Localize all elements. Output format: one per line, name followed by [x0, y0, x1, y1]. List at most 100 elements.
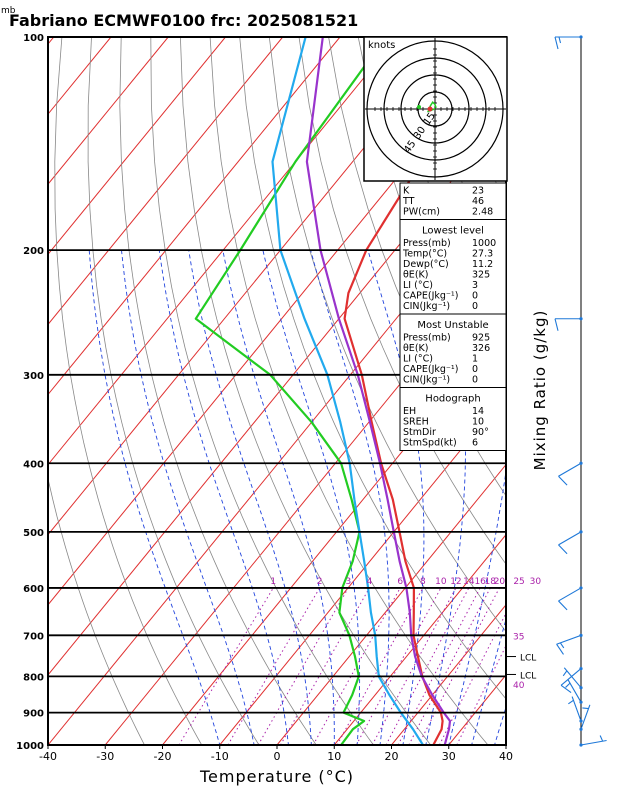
- wind-barb-dot: [579, 686, 583, 690]
- wind-barb: [554, 35, 583, 50]
- pressure-level-label: 400: [23, 459, 44, 470]
- wind-barb-half-flag: [558, 36, 562, 44]
- wind-barb-shaft: [560, 668, 582, 686]
- wind-barb-shaft: [558, 587, 582, 602]
- indices-value: 0: [472, 291, 478, 302]
- indices-key: K: [403, 186, 410, 197]
- lcl-label: LCL: [520, 654, 536, 664]
- wind-barb-dot: [579, 530, 583, 534]
- isotherm-line: [48, 37, 169, 185]
- storm-motion-marker: [427, 106, 433, 112]
- x-tick-label: 20: [385, 750, 399, 763]
- wind-barb-full-flag: [560, 684, 572, 694]
- moist-adiabat-line: [448, 467, 506, 745]
- indices-key: θE(K): [403, 270, 428, 281]
- wind-barbs: [554, 35, 607, 747]
- moist-adiabat-line: [158, 250, 289, 745]
- dry-adiabat-line: [180, 37, 432, 745]
- moist-adiabat-line: [425, 249, 466, 745]
- mixing-ratio-label: 10: [435, 577, 447, 587]
- wind-barb-dot: [579, 743, 583, 747]
- wind-barb-half-flag: [599, 735, 604, 742]
- indices-key: Press(mb): [403, 333, 451, 344]
- moist-adiabat-line: [88, 250, 221, 745]
- wind-barb-half-flag: [565, 682, 571, 688]
- dry-adiabat-line: [119, 37, 317, 745]
- isotherm-line: [391, 604, 506, 745]
- wind-barb: [565, 679, 583, 704]
- hodograph-ring-15: [417, 91, 453, 127]
- dry-adiabat-line: [566, 37, 618, 760]
- indices-value: 90°: [472, 427, 489, 438]
- indices-value: 10: [472, 417, 484, 428]
- mixing-ratio-label: 4: [367, 577, 373, 587]
- isotherm-line: [104, 253, 506, 745]
- pressure-level-label: 300: [23, 371, 44, 382]
- indices-value: 27.3: [472, 249, 493, 260]
- wind-barb-dot: [579, 317, 583, 321]
- wind-barb: [558, 530, 583, 555]
- indices-value: 925: [472, 333, 490, 344]
- indices-value: 6: [472, 438, 478, 449]
- indices-value: 325: [472, 270, 490, 281]
- indices-value: 0: [472, 375, 478, 386]
- mixing-ratio-label: 8: [420, 577, 426, 587]
- wind-barb-dot: [579, 667, 583, 671]
- isotherm-line: [219, 393, 506, 745]
- sounding-profiles: [194, 37, 502, 745]
- mixing-ratio-label: 25: [513, 577, 524, 587]
- wind-barb-half-flag: [568, 699, 574, 705]
- temperature-profile: [343, 37, 502, 745]
- mixing-ratio-label: 30: [530, 577, 542, 587]
- indices-value: 2.48: [472, 207, 493, 218]
- indices-key: LI (°C): [403, 354, 433, 365]
- wind-barb: [568, 696, 583, 723]
- indices-section-header: Lowest level: [422, 226, 484, 237]
- wind-barb-dot: [579, 700, 583, 704]
- wind-barb-full-flag: [554, 318, 559, 331]
- wind-barb-full-flag: [558, 600, 568, 611]
- mixing-ratio-line: [178, 587, 274, 745]
- mixing-ratio-label: 6: [397, 577, 403, 587]
- wind-barb-dot: [579, 719, 583, 723]
- moist-adiabat-line: [494, 705, 506, 745]
- indices-key: CAPE(Jkg⁻¹): [403, 291, 458, 302]
- mixing-ratio-line: [418, 587, 500, 745]
- indices-value: 3: [472, 280, 478, 291]
- lcl-markers: LCL LCL: [506, 654, 536, 681]
- indices-key: EH: [403, 406, 416, 417]
- wind-barb-dot: [579, 633, 583, 637]
- wind-barb-full-flag: [556, 643, 564, 655]
- x-tick-label: -20: [154, 750, 172, 763]
- wind-barb-shaft: [556, 634, 582, 645]
- wind-barb-half-flag: [582, 707, 589, 710]
- dry-adiabat-line: [268, 37, 506, 633]
- x-axis-ticks: -40 -30 -20 -10 0 10 20 30 40: [39, 745, 513, 763]
- indices-section-header: Most Unstable: [417, 320, 488, 331]
- mixing-ratio-label: 14: [463, 577, 475, 587]
- chart-title: Fabriano ECMWF0100 frc: 2025081521: [9, 11, 358, 30]
- wind-barb-full-flag: [558, 544, 568, 555]
- x-axis-label: Temperature (°C): [199, 767, 354, 786]
- virtual_temperature-profile: [305, 37, 452, 745]
- moist-adiabat-line: [188, 250, 312, 745]
- indices-value: 0: [472, 364, 478, 375]
- mixing-ratio-label: 3: [345, 577, 351, 587]
- indices-key: CIN(Jkg⁻¹): [403, 375, 450, 386]
- mixing-ratio-label: 2: [317, 577, 323, 587]
- indices-key: Dewp(°C): [403, 259, 449, 270]
- indices-key: θE(K): [403, 343, 428, 354]
- mixing-ratio-label: 16: [474, 577, 486, 587]
- wind-barb: [579, 704, 591, 731]
- parcel-profile: [271, 37, 424, 745]
- wind-barb-dot: [579, 586, 583, 590]
- indices-key: TT: [402, 196, 415, 207]
- hodograph-ring-45: [383, 57, 487, 161]
- wind-barb: [558, 461, 583, 486]
- dry-adiabat-line: [48, 476, 145, 745]
- hodograph-ring-30: [400, 74, 470, 144]
- wind-barb-full-flag: [554, 36, 559, 50]
